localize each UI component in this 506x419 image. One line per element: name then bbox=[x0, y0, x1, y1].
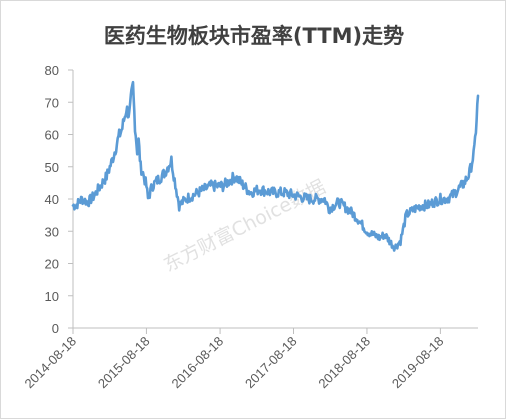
x-axis-labels: 2014-08-18 2015-08-18 2016-08-18 2017-08-18… bbox=[21, 334, 446, 392]
series-line bbox=[71, 80, 480, 252]
y-tick-label: 70 bbox=[45, 95, 59, 110]
axes bbox=[68, 69, 478, 334]
x-tick-label: 2017-08-18 bbox=[242, 334, 300, 392]
y-tick-label: 10 bbox=[45, 289, 59, 304]
y-tick-label: 60 bbox=[45, 128, 59, 143]
watermark: 东方财富Choice数据 bbox=[160, 176, 329, 277]
y-tick-label: 40 bbox=[45, 192, 59, 207]
x-tick-label: 2014-08-18 bbox=[21, 334, 79, 392]
y-tick-label: 50 bbox=[45, 160, 59, 175]
y-tick-label: 20 bbox=[45, 257, 59, 272]
y-tick-label: 80 bbox=[45, 63, 59, 78]
x-tick-label: 2018-08-18 bbox=[315, 334, 373, 392]
y-tick-label: 30 bbox=[45, 224, 59, 239]
chart-title: 医药生物板块市盈率(TTM)走势 bbox=[104, 24, 404, 48]
y-axis-labels: 0 10 20 30 40 50 60 70 80 bbox=[45, 63, 59, 336]
x-tick-label: 2019-08-18 bbox=[389, 334, 447, 392]
x-tick-label: 2015-08-18 bbox=[95, 334, 153, 392]
y-tick-label: 0 bbox=[52, 321, 59, 336]
x-tick-label: 2016-08-18 bbox=[169, 334, 227, 392]
